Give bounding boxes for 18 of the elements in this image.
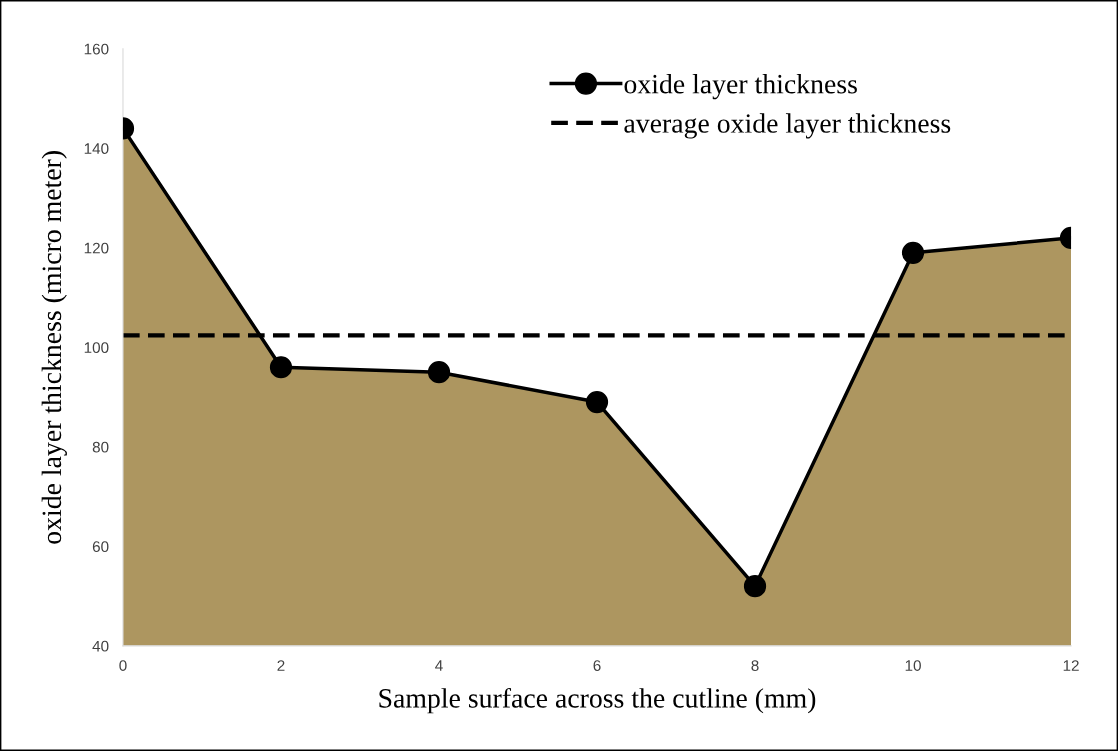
- y-tick-label: 60: [92, 541, 109, 553]
- x-tick-label: 10: [905, 660, 921, 671]
- x-tick-label: 0: [119, 660, 127, 671]
- x-tick-label: 8: [751, 660, 759, 671]
- y-tick-label: 140: [84, 143, 109, 155]
- y-tick-label: 160: [84, 43, 109, 55]
- legend-label: average oxide layer thickness: [624, 113, 951, 139]
- x-tick-label: 6: [593, 660, 601, 671]
- x-axis-title: Sample surface across the cutline (mm): [379, 687, 816, 714]
- y-axis-title: oxide layer thickness (micro meter): [41, 151, 67, 544]
- x-tick-label: 4: [435, 660, 443, 671]
- y-tick-label: 100: [84, 342, 109, 354]
- legend-label: oxide layer thickness: [624, 73, 857, 100]
- y-tick-label: 80: [92, 441, 109, 453]
- x-tick-label: 12: [1063, 660, 1079, 671]
- y-tick-label: 120: [84, 242, 109, 254]
- y-tick-label: 40: [92, 640, 109, 652]
- x-tick-label: 2: [277, 660, 285, 671]
